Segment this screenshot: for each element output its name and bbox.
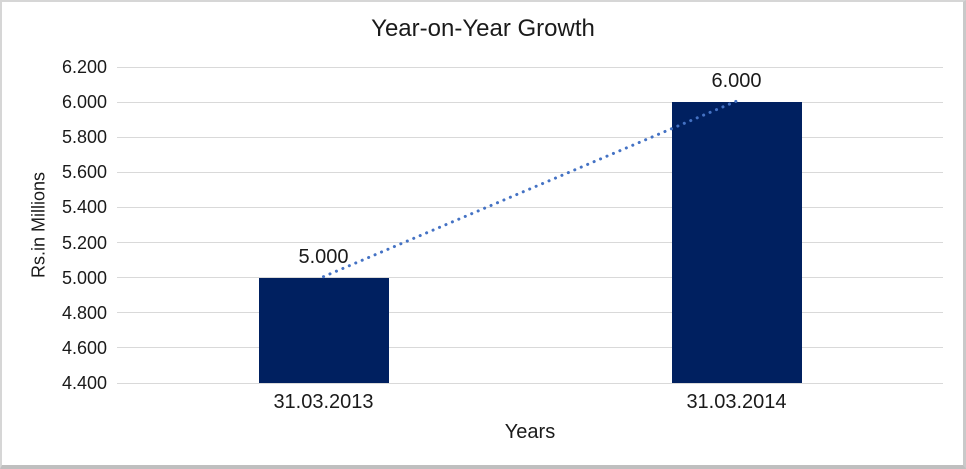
y-gridline — [117, 206, 943, 208]
x-axis-line — [117, 382, 943, 384]
bar-value-label: 5.000 — [298, 245, 349, 268]
y-axis-tick-label: 4.800 — [61, 302, 107, 323]
y-axis-tick-label: 5.600 — [61, 162, 107, 183]
y-axis-tick-label: 4.400 — [61, 373, 107, 393]
y-gridline — [117, 312, 943, 314]
x-axis-category-label: 31.03.2014 — [686, 391, 787, 413]
y-gridline — [117, 136, 943, 138]
y-gridline — [117, 242, 943, 244]
y-gridline — [117, 347, 943, 349]
bar-value-label: 6.000 — [711, 70, 762, 93]
chart-title: Year-on-Year Growth — [371, 15, 595, 42]
bar-31.03.2013 — [258, 277, 389, 383]
y-axis-tick-label: 4.600 — [61, 337, 107, 358]
y-axis-title: Rs.in Millions — [28, 171, 49, 279]
y-axis-tick-label: 5.200 — [61, 232, 107, 253]
y-gridline — [117, 171, 943, 173]
y-axis-tick-label: 6.000 — [61, 92, 107, 113]
y-gridline — [117, 101, 943, 103]
y-axis-tick-label: 6.200 — [61, 57, 107, 77]
y-gridline — [117, 277, 943, 279]
y-axis-tick-label: 5.800 — [61, 127, 107, 148]
y-axis-tick-label: 5.400 — [61, 197, 107, 218]
x-axis-category-label: 31.03.2013 — [273, 391, 374, 413]
y-axis-tick-label: 5.000 — [61, 267, 107, 288]
bar-31.03.2014 — [671, 102, 802, 383]
y-gridline — [117, 66, 943, 68]
x-axis-title: Years — [504, 421, 556, 443]
